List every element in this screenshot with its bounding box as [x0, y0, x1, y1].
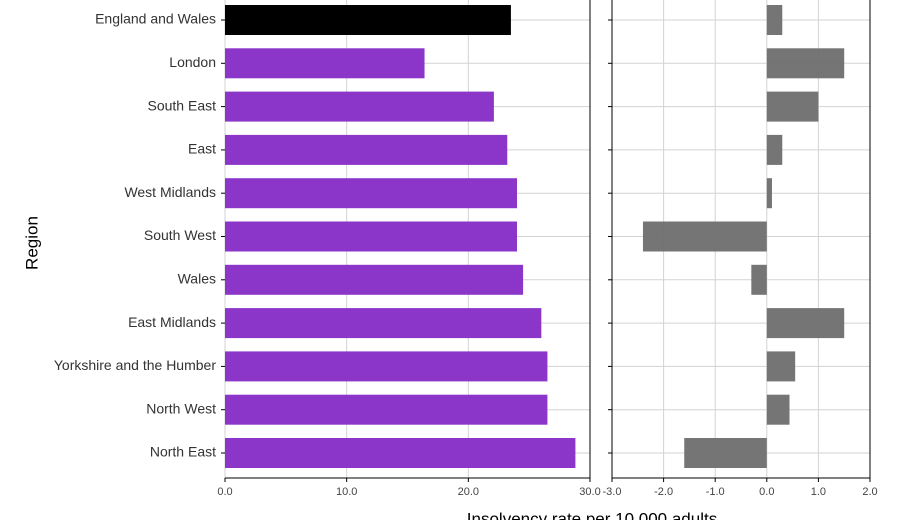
x-tick-label: -3.0	[603, 486, 622, 498]
x-axis-title: Insolvency rate per 10,000 adults	[467, 509, 717, 520]
bar	[225, 48, 425, 79]
bar	[766, 351, 796, 382]
bar	[766, 48, 845, 79]
x-tick-label: 2.0	[862, 486, 877, 498]
bar	[225, 91, 494, 122]
x-tick-label: 10.0	[336, 486, 357, 498]
y-tick-label: London	[169, 54, 216, 70]
x-tick-label: 20.0	[458, 486, 479, 498]
bar	[642, 221, 767, 252]
bar	[225, 178, 517, 209]
y-tick-label: South West	[144, 227, 216, 243]
y-tick-label: North East	[150, 444, 216, 460]
y-tick-label: North West	[146, 400, 216, 416]
x-tick-label: 1.0	[811, 486, 826, 498]
y-axis-title: Region	[22, 216, 41, 270]
bar	[225, 394, 548, 425]
y-tick-label: England and Wales	[95, 11, 216, 27]
bar	[766, 178, 772, 209]
x-tick-label: 0.0	[217, 486, 232, 498]
bar	[684, 438, 767, 468]
y-tick-label: East	[188, 141, 216, 157]
bar	[225, 438, 576, 468]
y-tick-label: East Midlands	[128, 314, 216, 330]
bar	[225, 134, 508, 165]
bar	[766, 91, 819, 122]
bar	[225, 264, 524, 295]
x-tick-label: 0.0	[759, 486, 774, 498]
bar	[766, 5, 783, 35]
bar	[751, 264, 767, 295]
y-tick-label: Yorkshire and the Humber	[54, 357, 216, 373]
y-tick-label: South East	[148, 97, 217, 113]
bar	[766, 394, 790, 425]
x-tick-label: -1.0	[706, 486, 725, 498]
bar	[225, 221, 517, 252]
bar	[225, 5, 511, 35]
y-tick-label: Wales	[178, 271, 216, 287]
bar	[766, 308, 845, 339]
x-tick-label: 30.0	[579, 486, 600, 498]
bar	[225, 308, 542, 339]
x-tick-label: -2.0	[654, 486, 673, 498]
y-tick-label: West Midlands	[124, 184, 216, 200]
bar	[766, 134, 783, 165]
bar	[225, 351, 548, 382]
